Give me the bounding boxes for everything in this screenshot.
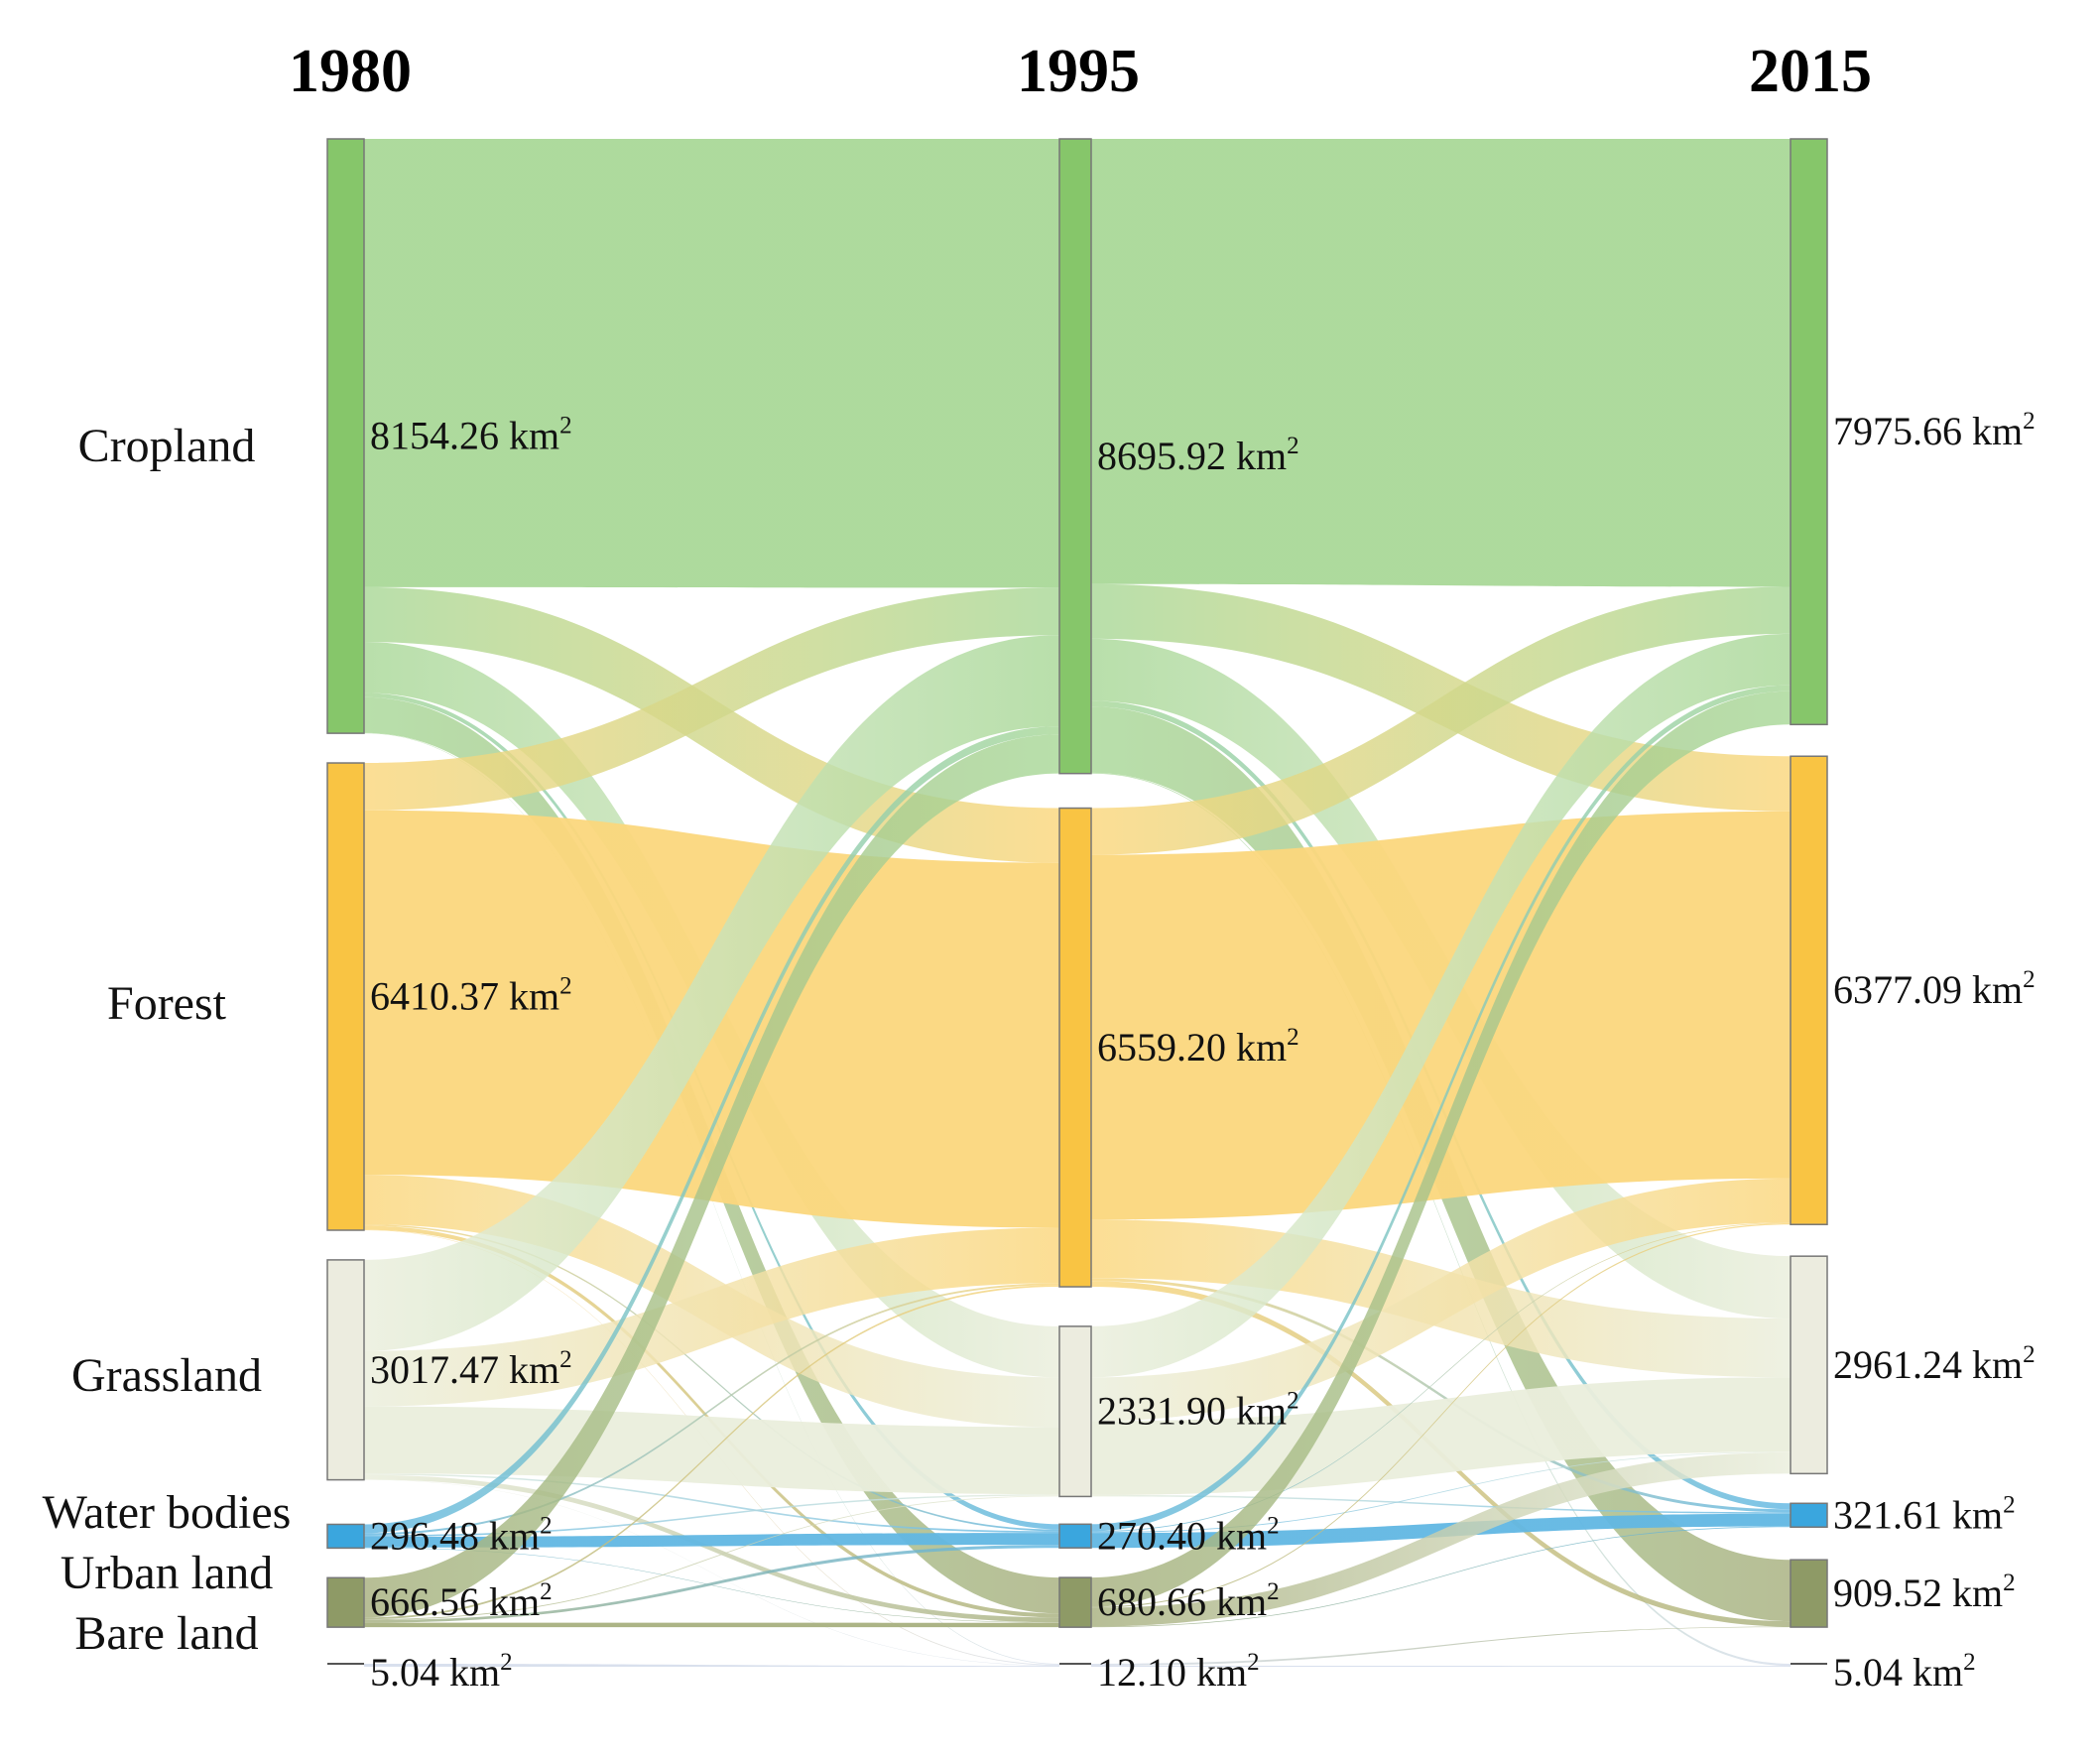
node-1980-forest <box>326 762 365 1231</box>
node-1980-grassland <box>326 1259 365 1481</box>
flow-1995-water-bodies-to-forest <box>1091 1222 1791 1533</box>
flow-1980-water-bodies-to-cropland <box>364 726 1059 1534</box>
value-label-1980-water-bodies: 296.48 km2 <box>370 1512 553 1558</box>
category-label-grassland: Grassland <box>71 1349 262 1402</box>
flow-1995-water-bodies-to-grassland <box>1091 1451 1791 1534</box>
flow-1980-urban-land-to-urban-land <box>364 1622 1059 1628</box>
value-label-1995-cropland: 8695.92 km2 <box>1097 433 1299 478</box>
flow-1980-urban-land-to-forest <box>364 1285 1059 1620</box>
flow-1980-urban-land-to-water-bodies <box>364 1545 1059 1623</box>
node-2015-forest <box>1790 755 1828 1225</box>
category-label-forest: Forest <box>107 977 227 1030</box>
value-label-2015-forest: 6377.09 km2 <box>1833 966 2036 1012</box>
value-label-1980-cropland: 8154.26 km2 <box>370 413 572 458</box>
flow-1995-bare-land-to-urban-land <box>1091 1626 1791 1666</box>
value-label-2015-water-bodies: 321.61 km2 <box>1833 1491 2016 1537</box>
flow-1995-water-bodies-to-cropland <box>1091 685 1791 1532</box>
flow-1995-grassland-to-grassland <box>1091 1377 1791 1495</box>
flow-1980-cropland-to-cropland <box>364 139 1059 588</box>
flow-1995-bare-land-to-bare-land <box>1091 1665 1791 1668</box>
flow-1995-urban-land-to-forest <box>1091 1222 1791 1608</box>
category-label-cropland: Cropland <box>78 420 256 472</box>
value-label-1995-bare-land: 12.10 km2 <box>1097 1649 1260 1695</box>
node-1995-grassland <box>1058 1325 1092 1498</box>
value-label-2015-urban-land: 909.52 km2 <box>1833 1570 2016 1615</box>
node-1980-urban-land <box>326 1576 365 1628</box>
value-label-1995-water-bodies: 270.40 km2 <box>1097 1512 1280 1558</box>
node-1980-cropland <box>326 138 365 734</box>
flow-1980-bare-land-to-bare-land <box>364 1664 1059 1668</box>
year-label-1995: 1995 <box>1017 38 1140 105</box>
flow-1980-grassland-to-forest <box>364 1227 1059 1407</box>
flow-1980-grassland-to-grassland <box>364 1406 1059 1495</box>
value-label-1980-urban-land: 666.56 km2 <box>370 1578 553 1624</box>
node-1995-forest <box>1058 807 1092 1288</box>
flow-1980-urban-land-to-grassland <box>364 1495 1059 1620</box>
flow-1980-grassland-to-bare-land <box>364 1479 1059 1667</box>
value-label-1980-forest: 6410.37 km2 <box>370 973 572 1019</box>
value-label-1995-urban-land: 680.66 km2 <box>1097 1578 1280 1624</box>
flow-1980-water-bodies-to-grassland <box>364 1494 1059 1537</box>
node-2015-cropland <box>1790 138 1828 726</box>
flow-1995-grassland-to-forest <box>1091 1178 1791 1422</box>
flow-1995-cropland-to-bare-land <box>1091 772 1791 1667</box>
value-label-1980-grassland: 3017.47 km2 <box>370 1346 572 1392</box>
node-2015-water-bodies <box>1790 1502 1828 1528</box>
flow-1980-forest-to-water-bodies <box>364 1224 1059 1532</box>
value-label-1995-forest: 6559.20 km2 <box>1097 1024 1299 1069</box>
flow-1980-water-bodies-to-water-bodies <box>364 1533 1059 1548</box>
flow-1995-urban-land-to-water-bodies <box>1091 1526 1791 1628</box>
flow-1980-cropland-to-forest <box>364 586 1059 863</box>
value-labels: 8154.26 km2 6410.37 km2 3017.47 km2 296.48 … <box>370 408 2036 1695</box>
flow-1995-urban-land-to-cropland <box>1091 691 1791 1607</box>
value-label-2015-bare-land: 5.04 km2 <box>1833 1649 1976 1695</box>
flow-1995-urban-land-to-grassland <box>1091 1451 1791 1627</box>
node-2015-grassland <box>1790 1255 1828 1475</box>
flow-1980-urban-land-to-cropland <box>364 734 1059 1618</box>
category-label-bare-land: Bare land <box>74 1607 258 1660</box>
node-bars <box>326 138 1828 1666</box>
node-2015-urban-land <box>1790 1559 1828 1628</box>
year-label-2015: 2015 <box>1749 38 1872 105</box>
year-label-1980: 1980 <box>289 38 412 105</box>
flow-1980-grassland-to-water-bodies <box>364 1473 1059 1534</box>
flow-1995-cropland-to-cropland <box>1091 139 1791 587</box>
category-label-water-bodies: Water bodies <box>43 1486 292 1539</box>
flow-1995-grassland-to-cropland <box>1091 633 1791 1378</box>
node-1995-cropland <box>1058 138 1092 775</box>
node-1980-water-bodies <box>326 1523 365 1550</box>
value-label-2015-grassland: 2961.24 km2 <box>1833 1341 2036 1387</box>
flow-1995-forest-to-water-bodies <box>1091 1278 1791 1513</box>
flow-1980-water-bodies-to-forest <box>364 1283 1059 1536</box>
flow-1980-grassland-to-cropland <box>364 635 1059 1351</box>
flow-1995-grassland-to-water-bodies <box>1091 1494 1791 1514</box>
value-label-1995-grassland: 2331.90 km2 <box>1097 1388 1299 1434</box>
value-label-2015-cropland: 7975.66 km2 <box>1833 408 2036 453</box>
flow-1980-forest-to-cropland <box>364 587 1059 811</box>
node-1995-water-bodies <box>1058 1523 1092 1549</box>
value-label-1980-bare-land: 5.04 km2 <box>370 1649 513 1695</box>
flow-1980-grassland-to-urban-land <box>364 1474 1059 1623</box>
category-label-urban-land: Urban land <box>61 1547 274 1599</box>
flow-1995-forest-to-cropland <box>1091 586 1791 855</box>
node-1995-urban-land <box>1058 1576 1092 1628</box>
flow-links <box>364 139 1791 1668</box>
